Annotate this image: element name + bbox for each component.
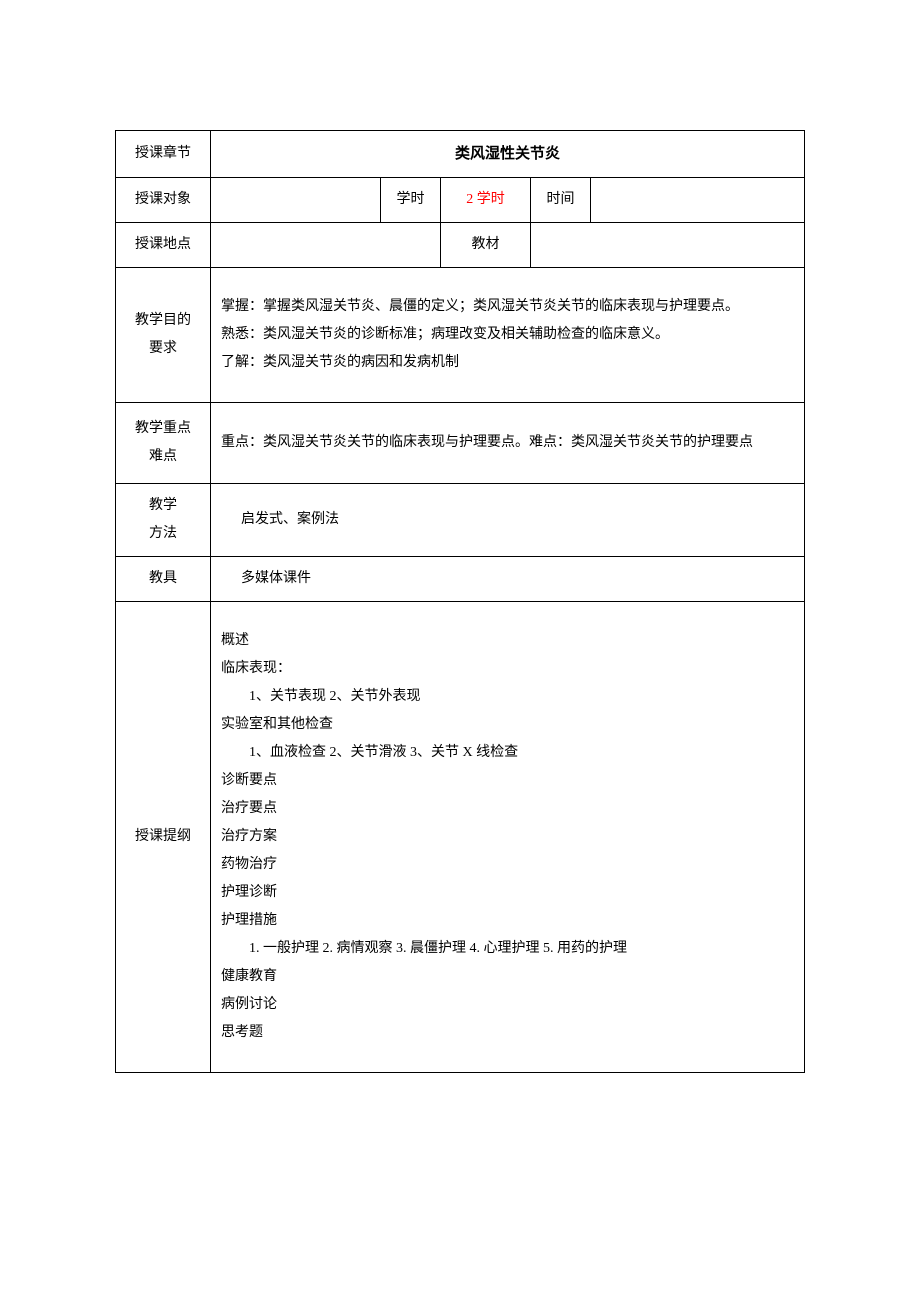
outline-item: 思考题	[221, 1019, 794, 1047]
value-chapter-title: 类风湿性关节炎	[211, 131, 805, 178]
label-outline: 授课提纲	[116, 602, 211, 1073]
label-objectives-line2: 要求	[149, 341, 177, 356]
value-outline: 概述临床表现：1、关节表现 2、关节外表现实验室和其他检查1、血液检查 2、关节…	[211, 602, 805, 1073]
lesson-plan-table: 授课章节 类风湿性关节炎 授课对象 学时 2 学时 时间 授课地点 教材 教学目…	[115, 130, 805, 1073]
label-methods-line1: 教学	[149, 498, 177, 513]
value-tools: 多媒体课件	[211, 557, 805, 602]
label-methods-line2: 方法	[149, 526, 177, 541]
label-objectives: 教学目的 要求	[116, 268, 211, 403]
value-location	[211, 223, 441, 268]
value-audience	[211, 178, 381, 223]
value-periods: 2 学时	[441, 178, 531, 223]
outline-item: 治疗方案	[221, 823, 794, 851]
label-keypoints-line1: 教学重点	[135, 421, 191, 436]
outline-item: 健康教育	[221, 963, 794, 991]
outline-item: 1. 一般护理 2. 病情观察 3. 晨僵护理 4. 心理护理 5. 用药的护理	[221, 935, 794, 963]
value-objectives: 掌握：掌握类风湿关节炎、晨僵的定义；类风湿关节炎关节的临床表现与护理要点。熟悉：…	[211, 268, 805, 403]
row-chapter: 授课章节 类风湿性关节炎	[116, 131, 805, 178]
label-location: 授课地点	[116, 223, 211, 268]
outline-item: 药物治疗	[221, 851, 794, 879]
label-periods: 学时	[381, 178, 441, 223]
outline-item: 治疗要点	[221, 795, 794, 823]
row-objectives: 教学目的 要求 掌握：掌握类风湿关节炎、晨僵的定义；类风湿关节炎关节的临床表现与…	[116, 268, 805, 403]
row-keypoints: 教学重点 难点 重点：类风湿关节炎关节的临床表现与护理要点。难点：类风湿关节炎关…	[116, 403, 805, 484]
row-audience: 授课对象 学时 2 学时 时间	[116, 178, 805, 223]
outline-item: 护理措施	[221, 907, 794, 935]
value-time	[591, 178, 805, 223]
row-outline: 授课提纲 概述临床表现：1、关节表现 2、关节外表现实验室和其他检查1、血液检查…	[116, 602, 805, 1073]
outline-item: 病例讨论	[221, 991, 794, 1019]
outline-item: 诊断要点	[221, 767, 794, 795]
label-objectives-line1: 教学目的	[135, 313, 191, 328]
outline-item: 实验室和其他检查	[221, 711, 794, 739]
outline-item: 护理诊断	[221, 879, 794, 907]
label-keypoints: 教学重点 难点	[116, 403, 211, 484]
row-methods: 教学 方法 启发式、案例法	[116, 484, 805, 557]
outline-item: 1、关节表现 2、关节外表现	[221, 683, 794, 711]
label-textbook: 教材	[441, 223, 531, 268]
label-methods: 教学 方法	[116, 484, 211, 557]
outline-item: 临床表现：	[221, 655, 794, 683]
outline-item: 1、血液检查 2、关节滑液 3、关节 X 线检查	[221, 739, 794, 767]
label-time: 时间	[531, 178, 591, 223]
label-audience: 授课对象	[116, 178, 211, 223]
label-keypoints-line2: 难点	[149, 449, 177, 464]
label-chapter: 授课章节	[116, 131, 211, 178]
row-tools: 教具 多媒体课件	[116, 557, 805, 602]
outline-item: 概述	[221, 627, 794, 655]
row-location: 授课地点 教材	[116, 223, 805, 268]
value-methods: 启发式、案例法	[211, 484, 805, 557]
value-keypoints: 重点：类风湿关节炎关节的临床表现与护理要点。难点：类风湿关节炎关节的护理要点	[211, 403, 805, 484]
label-tools: 教具	[116, 557, 211, 602]
value-textbook	[531, 223, 805, 268]
